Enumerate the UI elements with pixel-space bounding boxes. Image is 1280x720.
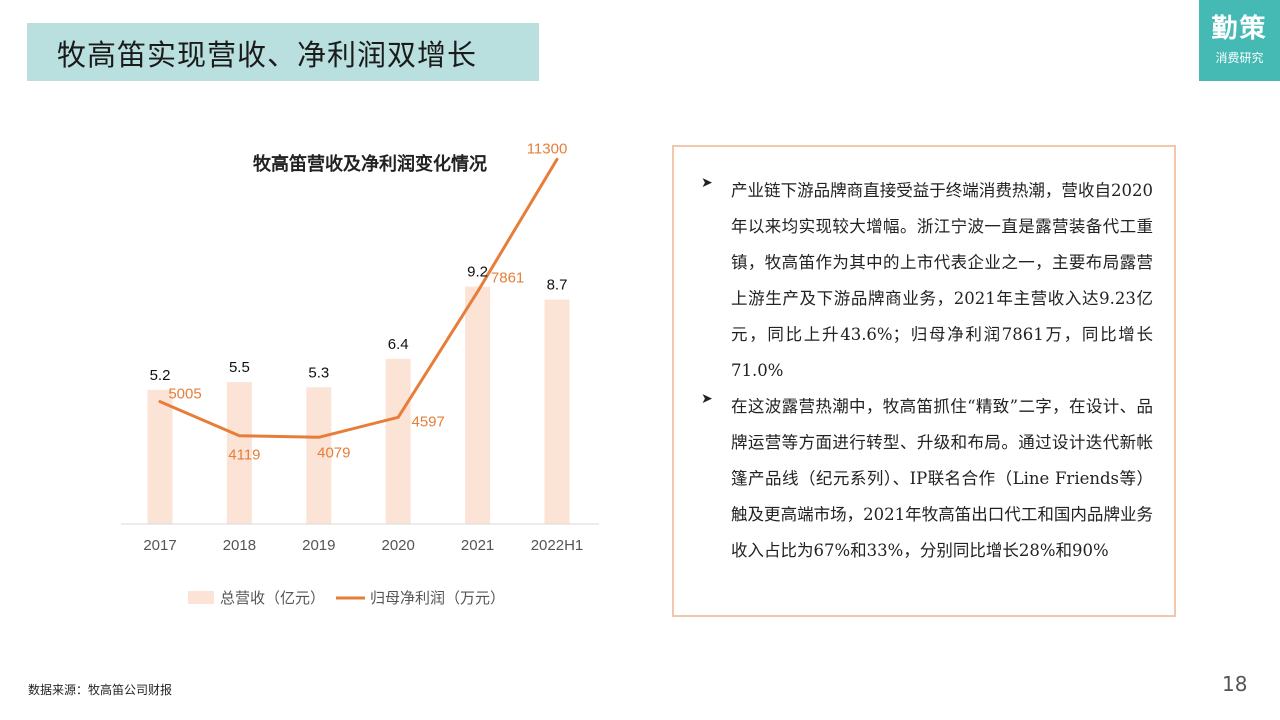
revenue-bar	[465, 286, 491, 524]
bars-layer	[147, 286, 570, 524]
net-profit-value-label: 7861	[491, 270, 524, 287]
title-banner: 牧高笛实现营收、净利润双增长	[27, 23, 539, 81]
revenue-profit-chart: 5.2 5.5 5.3 6.4 9.2 8.7 5005 4119 4079 4597 7861 11…	[121, 140, 599, 607]
net-profit-line	[158, 157, 559, 439]
commentary-box: ➤ 产业链下游品牌商直接受益于终端消费热潮，营收自2020年以来均实现较大增幅。…	[672, 145, 1176, 617]
x-tick-label: 2020	[382, 537, 415, 554]
revenue-bar	[226, 382, 252, 524]
chart-title: 牧高笛营收及净利润变化情况	[253, 154, 487, 175]
labels-layer: 5.2 5.5 5.3 6.4 9.2 8.7 5005 4119 4079 4597 7861 11…	[150, 140, 568, 463]
legend-bar-swatch	[188, 591, 214, 604]
x-tick-label: 2017	[143, 537, 176, 554]
legend: 总营收（亿元） 归母净利润（万元）	[188, 589, 505, 607]
revenue-value-label: 8.7	[547, 277, 568, 294]
x-tick-label: 2021	[461, 537, 494, 554]
legend-line-label: 归母净利润（万元）	[370, 589, 505, 607]
x-tick-label: 2022H1	[531, 537, 584, 554]
net-profit-value-label: 5005	[168, 386, 201, 403]
page-title: 牧高笛实现营收、净利润双增长	[57, 38, 478, 72]
revenue-value-label: 5.5	[229, 359, 250, 376]
net-profit-value-label: 4597	[412, 413, 445, 430]
paragraph-text: 在这波露营热潮中，牧高笛抓住“精致”二字，在设计、品牌运营等方面进行转型、升级和…	[731, 397, 1153, 560]
brand-logo: 勤策 消费研究	[1199, 0, 1280, 81]
net-profit-value-label: 4079	[317, 444, 350, 461]
x-tick-label: 2019	[302, 537, 335, 554]
legend-bar-label: 总营收（亿元）	[220, 589, 325, 607]
data-source: 数据来源：牧高笛公司财报	[28, 683, 173, 697]
arrow-bullet-icon: ➤	[701, 175, 713, 191]
net-profit-value-label: 4119	[228, 447, 260, 464]
x-tick-label: 2018	[223, 537, 256, 554]
line-layer	[158, 157, 559, 439]
revenue-bar	[385, 358, 411, 524]
paragraph-text: 产业链下游品牌商直接受益于终端消费热潮，营收自2020年以来均实现较大增幅。浙江…	[731, 181, 1153, 380]
arrow-bullet-icon: ➤	[701, 391, 713, 407]
revenue-value-label: 6.4	[388, 336, 409, 353]
logo-sub-text: 消费研究	[1215, 51, 1264, 65]
revenue-value-label: 5.2	[150, 367, 171, 384]
ticks-layer: 2017 2018 2019 2020 2021 2022H1	[143, 537, 583, 554]
revenue-bar	[147, 389, 173, 524]
revenue-value-label: 5.3	[308, 364, 329, 381]
net-profit-value-label: 11300	[527, 140, 568, 157]
page-number: 18	[1222, 672, 1248, 696]
revenue-value-label: 9.2	[467, 264, 488, 281]
revenue-bar	[544, 299, 570, 524]
logo-main-text: 勤策	[1211, 14, 1268, 44]
revenue-bar	[306, 387, 332, 524]
